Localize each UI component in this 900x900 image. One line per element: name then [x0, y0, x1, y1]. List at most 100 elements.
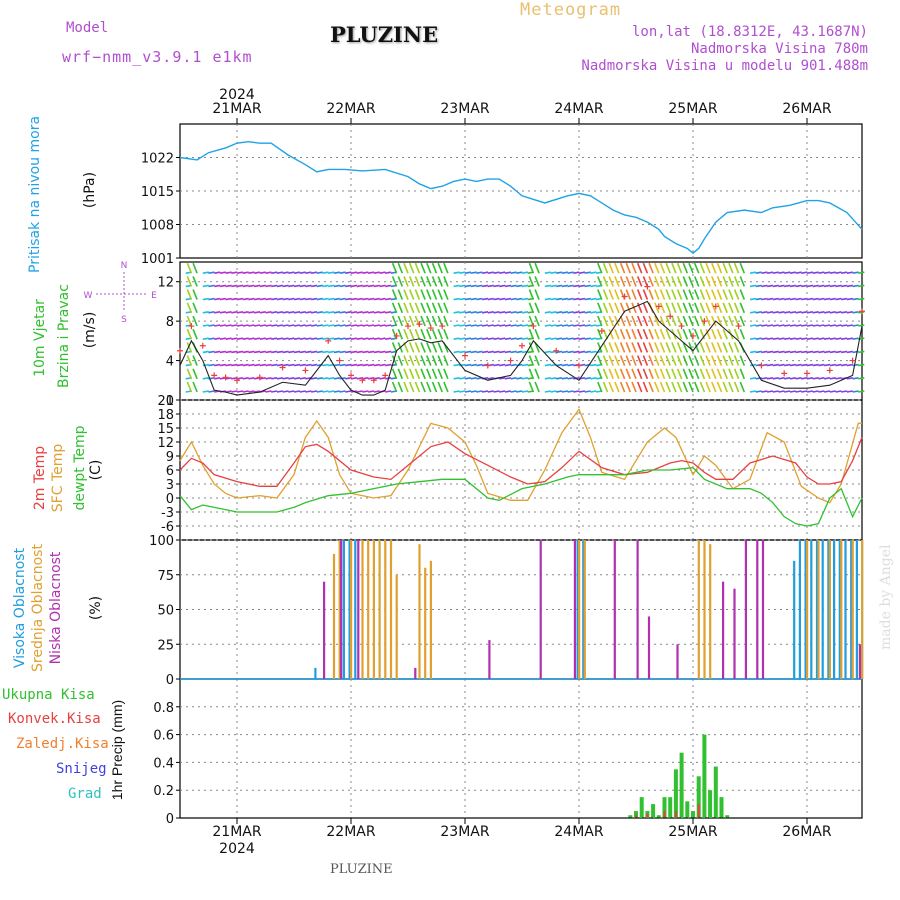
- wind-barb: [379, 271, 386, 274]
- wind-barb: [671, 381, 677, 393]
- wind-barb: [487, 350, 494, 354]
- wind-barbs: [185, 262, 865, 393]
- wind-barb: [333, 297, 341, 301]
- wind-barb: [214, 324, 221, 327]
- wind-barb: [379, 297, 386, 301]
- wind-barb: [276, 363, 284, 367]
- wind-barb: [208, 311, 215, 314]
- wind-barb: [789, 297, 797, 301]
- wind-barb: [544, 377, 551, 380]
- wind-barb: [299, 337, 306, 340]
- wind-barb: [642, 289, 649, 300]
- wind-barb: [682, 381, 689, 393]
- wind-barb: [528, 342, 535, 353]
- wind-barb: [755, 337, 762, 340]
- wind-barb: [236, 363, 244, 367]
- wind-barb: [464, 363, 472, 367]
- wind-barb: [544, 363, 551, 367]
- wind-barb: [739, 368, 746, 380]
- wind-barb: [426, 342, 432, 353]
- wind-barb: [437, 381, 443, 393]
- wind-barb: [631, 276, 637, 287]
- wind-barb: [665, 276, 671, 287]
- wind-barb: [608, 342, 614, 353]
- wind-barb: [288, 377, 295, 380]
- wind-barb: [812, 390, 819, 393]
- gust-marker: [336, 357, 343, 364]
- wind-barb: [316, 337, 323, 340]
- wind-barb: [499, 324, 506, 327]
- wind-barb: [852, 363, 859, 367]
- wind-barb: [654, 368, 660, 380]
- cloud-bar: [314, 667, 317, 679]
- wind-ytick-label: 8: [166, 315, 174, 330]
- wind-barb: [288, 390, 295, 393]
- wind-barb: [202, 324, 209, 327]
- wind-barb: [276, 337, 284, 340]
- wind-barb: [231, 390, 238, 393]
- cloud-bar: [357, 540, 360, 679]
- wind-barb: [453, 324, 460, 327]
- wind-barb: [242, 324, 249, 327]
- wind-barb: [236, 311, 244, 314]
- wind-barb: [676, 262, 683, 274]
- wind-barb: [208, 390, 215, 393]
- wind-barb: [420, 355, 426, 366]
- wind-barb: [299, 311, 306, 314]
- wind-barb: [437, 289, 443, 300]
- temp-ytick-label: -6: [161, 520, 174, 535]
- wind-barb: [584, 271, 591, 274]
- cloud-bar: [844, 540, 847, 679]
- wind-barb: [602, 302, 609, 314]
- cloud-bar: [424, 567, 427, 679]
- wind-barb: [648, 289, 654, 300]
- wind-barb: [487, 337, 494, 340]
- model-label: Model: [66, 20, 109, 36]
- wind-barb: [186, 342, 193, 353]
- wind-barb: [619, 355, 626, 366]
- wind-barb: [614, 276, 620, 287]
- wind-barb: [333, 350, 341, 354]
- wind-barb: [578, 271, 586, 274]
- wind-barb: [437, 342, 443, 353]
- precip-ytick-label: 0.6: [153, 729, 174, 744]
- wind-barb: [459, 350, 466, 354]
- wind-barb: [636, 328, 643, 340]
- wind-barb: [823, 377, 831, 380]
- precip-ytick-label: 0.8: [153, 701, 174, 716]
- cloud-bar: [827, 540, 830, 679]
- wind-barb: [403, 302, 409, 314]
- wind-barb: [510, 390, 517, 393]
- pressure-ytick-label: 1001: [141, 252, 174, 267]
- wind-barb: [225, 377, 232, 380]
- wind-barb: [316, 311, 323, 314]
- wind-barb: [219, 311, 227, 314]
- wind-barb: [493, 297, 500, 301]
- wind-barb: [305, 271, 312, 274]
- wind-barb: [414, 289, 421, 300]
- wind-barb: [231, 311, 238, 314]
- wind-barb: [225, 337, 232, 340]
- wind-barb: [356, 350, 363, 354]
- wind-barb: [259, 284, 266, 288]
- wind-barb: [806, 324, 814, 327]
- wind-barb: [654, 302, 660, 314]
- wind-barb: [414, 368, 421, 380]
- gust-marker: [712, 303, 719, 310]
- wind-barb: [671, 368, 677, 380]
- wind-barb: [276, 311, 284, 314]
- gust-marker: [644, 283, 651, 290]
- wind-barb: [437, 302, 443, 314]
- wind-barb: [841, 271, 848, 274]
- cloud-ytick-label: 50: [157, 604, 174, 619]
- wind-barb: [676, 381, 683, 393]
- wind-barb: [420, 328, 426, 340]
- wind-barb: [608, 315, 614, 327]
- wind-barb: [648, 315, 654, 327]
- wind-barb: [711, 276, 717, 287]
- cloud-bar: [733, 588, 736, 679]
- wind-barb: [493, 363, 500, 367]
- wind-barb: [590, 311, 597, 314]
- wind-barb: [818, 363, 825, 367]
- wind-barb: [293, 390, 301, 393]
